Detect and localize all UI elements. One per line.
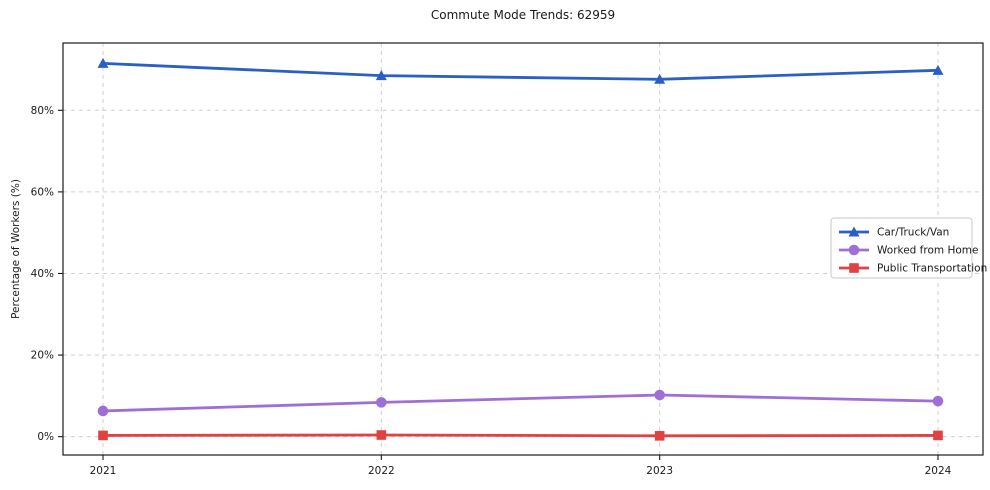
series-line — [101, 393, 940, 413]
tick-label: 0% — [37, 431, 54, 443]
tick-label: 2024 — [925, 465, 952, 477]
tick-label: 20% — [31, 350, 54, 362]
tick-label: 60% — [31, 186, 54, 198]
tick-label: 2021 — [90, 465, 117, 477]
square-marker-icon — [98, 430, 108, 441]
square-marker-icon — [933, 430, 943, 441]
triangle-marker-icon — [848, 226, 860, 237]
chart-title: Commute Mode Trends: 62959 — [430, 8, 616, 22]
square-marker-icon — [849, 263, 859, 273]
tick-label: 40% — [31, 268, 54, 280]
circle-marker-icon — [932, 395, 944, 407]
circle-marker-icon — [376, 397, 387, 408]
legend-label: Car/Truck/Van — [877, 227, 949, 239]
square-marker-icon — [376, 430, 387, 440]
tick-label: 2022 — [368, 465, 395, 477]
series-triangle — [97, 57, 944, 84]
series-line — [101, 433, 940, 438]
circle-marker-icon — [848, 244, 860, 256]
legend-entry: Worked from Home — [839, 245, 978, 257]
circle-marker-icon — [654, 389, 665, 401]
tick-label: 80% — [31, 105, 54, 117]
square-marker-icon — [654, 431, 665, 441]
circle-marker-icon — [97, 405, 109, 417]
triangle-marker-icon — [654, 73, 666, 84]
series-square — [98, 430, 943, 441]
series-circle — [97, 389, 944, 417]
legend-label: Public Transportation — [877, 263, 987, 275]
legend-entry: Public Transportation — [839, 263, 987, 275]
legend-entry: Car/Truck/Van — [839, 226, 949, 239]
tick-label: 2023 — [646, 465, 673, 477]
triangle-marker-icon — [375, 70, 387, 81]
series-line — [101, 61, 940, 81]
legend-label: Worked from Home — [877, 245, 978, 257]
plot-border — [62, 42, 984, 456]
triangle-marker-icon — [932, 64, 944, 75]
legend: Car/Truck/Van Worked from Home Public Tran… — [830, 217, 987, 279]
triangle-marker-icon — [97, 57, 109, 68]
